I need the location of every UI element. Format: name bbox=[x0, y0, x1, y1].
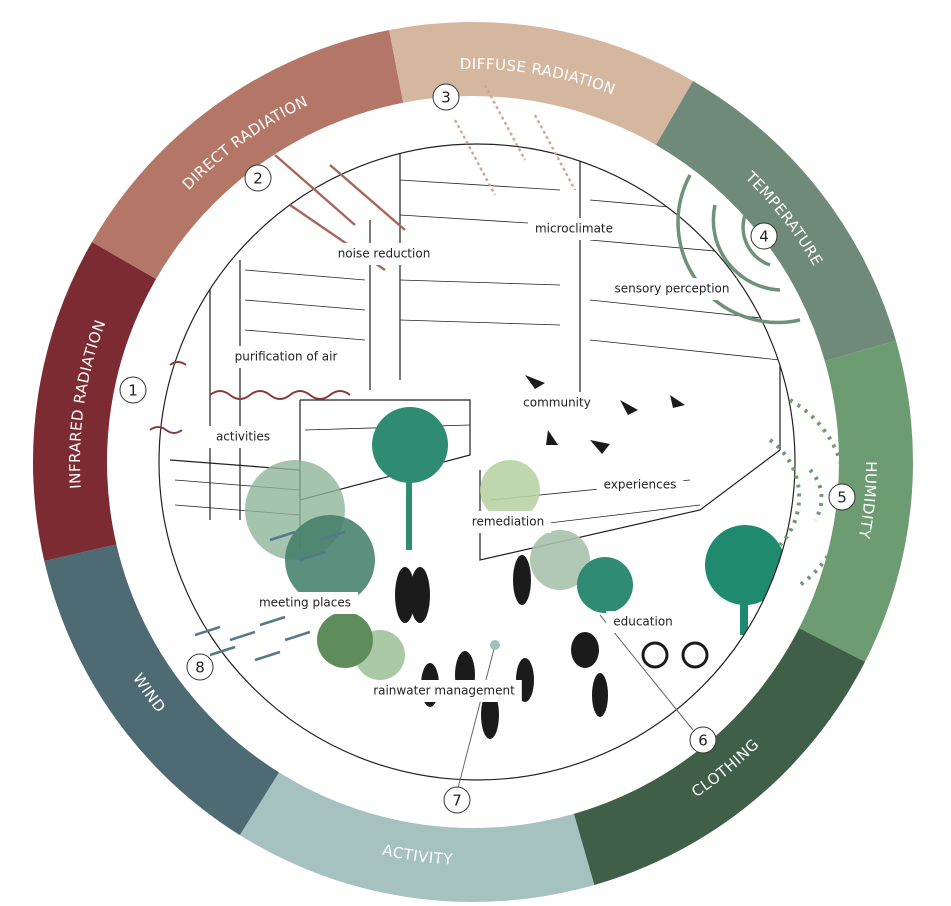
marker-number: 4 bbox=[759, 228, 769, 246]
label-text: experiences bbox=[604, 478, 677, 492]
label-text: community bbox=[523, 396, 591, 410]
label-text: education bbox=[613, 615, 673, 629]
label: community bbox=[516, 392, 598, 414]
label: rainwater management bbox=[366, 680, 522, 702]
label: noise reduction bbox=[331, 243, 438, 265]
marker-number: 2 bbox=[253, 170, 263, 188]
label-text: meeting places bbox=[259, 596, 351, 610]
label-text: purification of air bbox=[235, 350, 338, 364]
label: meeting places bbox=[252, 592, 358, 614]
label-text: sensory perception bbox=[615, 282, 730, 296]
label: sensory perception bbox=[608, 278, 737, 300]
marker-number: 1 bbox=[128, 382, 138, 400]
label-text: activities bbox=[216, 430, 270, 444]
ring-segment bbox=[44, 544, 279, 835]
marker-number: 5 bbox=[837, 489, 847, 507]
label: education bbox=[606, 611, 680, 633]
label: microclimate bbox=[528, 218, 620, 240]
infrared-waves bbox=[150, 362, 350, 433]
label-text: remediation bbox=[472, 515, 544, 529]
ring-segment bbox=[656, 81, 896, 361]
marker-number: 7 bbox=[452, 792, 462, 810]
ring-segment bbox=[799, 341, 913, 662]
diagram: DIFFUSE RADIATIONTEMPERATUREHUMIDITYCLOT… bbox=[0, 0, 951, 906]
marker-number: 6 bbox=[698, 732, 708, 750]
label: experiences bbox=[597, 474, 684, 496]
label-text: microclimate bbox=[535, 222, 613, 236]
labels: noise reduction microclimate sensory perce… bbox=[209, 218, 737, 702]
label: activities bbox=[209, 426, 277, 448]
marker-number: 3 bbox=[441, 89, 451, 107]
label: remediation bbox=[465, 511, 551, 533]
label: purification of air bbox=[228, 346, 345, 368]
label-text: rainwater management bbox=[373, 684, 515, 698]
label-text: noise reduction bbox=[338, 247, 431, 261]
trees bbox=[245, 407, 785, 680]
ring-segment bbox=[574, 628, 865, 885]
ring-segment bbox=[240, 772, 594, 902]
marker-number: 8 bbox=[195, 659, 205, 677]
